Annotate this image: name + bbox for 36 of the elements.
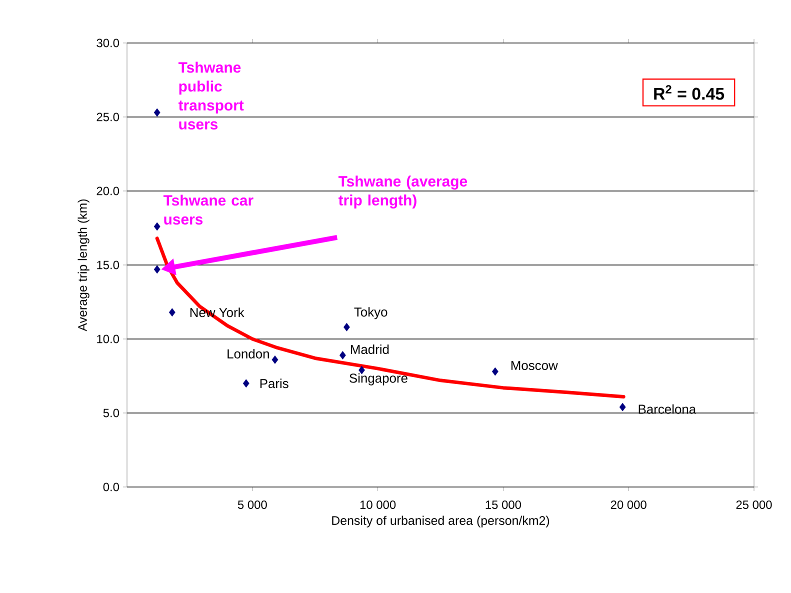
x-tick-label: 25 000 (736, 500, 772, 509)
x-tick-label: 10 000 (360, 500, 396, 509)
annotation: Paris (260, 378, 288, 388)
annotation: Moscow (511, 361, 558, 370)
annotation: London (228, 348, 269, 358)
point (168, 308, 176, 317)
annotation: R$^{2}$ = 0.45 (654, 85, 724, 100)
point (154, 222, 160, 231)
point (344, 322, 350, 332)
line-series (155, 236, 626, 398)
y-tick-label: 10.0 (97, 334, 120, 344)
y-axis-title: Average trip length (km) (78, 199, 90, 332)
y-tick-label: 25.0 (96, 112, 120, 122)
y-tick-label: 0.0 (103, 482, 120, 492)
y-tick-label: 20.0 (96, 186, 120, 196)
x-tick-label: 5 000 (238, 500, 267, 509)
x-tick-label: 20 000 (610, 500, 646, 509)
y-tick-label: 15.0 (97, 260, 120, 270)
point (154, 265, 160, 274)
y-tick-label: 30.0 (96, 38, 120, 48)
point (619, 402, 626, 412)
annotation: Tshwane (average trip length) (338, 176, 468, 209)
point (272, 356, 278, 364)
annotation: Tshwane public transport users (178, 62, 244, 130)
point (154, 108, 160, 117)
annotation: Singapore (350, 373, 408, 386)
point (339, 351, 346, 360)
x-tick-label: 15 000 (486, 500, 522, 509)
point (242, 379, 250, 388)
annotation: Tokyo (354, 307, 388, 320)
annotation: Madrid (350, 344, 389, 354)
point (492, 367, 498, 376)
annotation: Barcelona (638, 404, 696, 414)
x-axis-title: Density of urbanised area (person/km2) (332, 516, 550, 528)
y-tick-label: 5.0 (103, 408, 120, 418)
annotation: Tshwane car users (163, 194, 254, 225)
